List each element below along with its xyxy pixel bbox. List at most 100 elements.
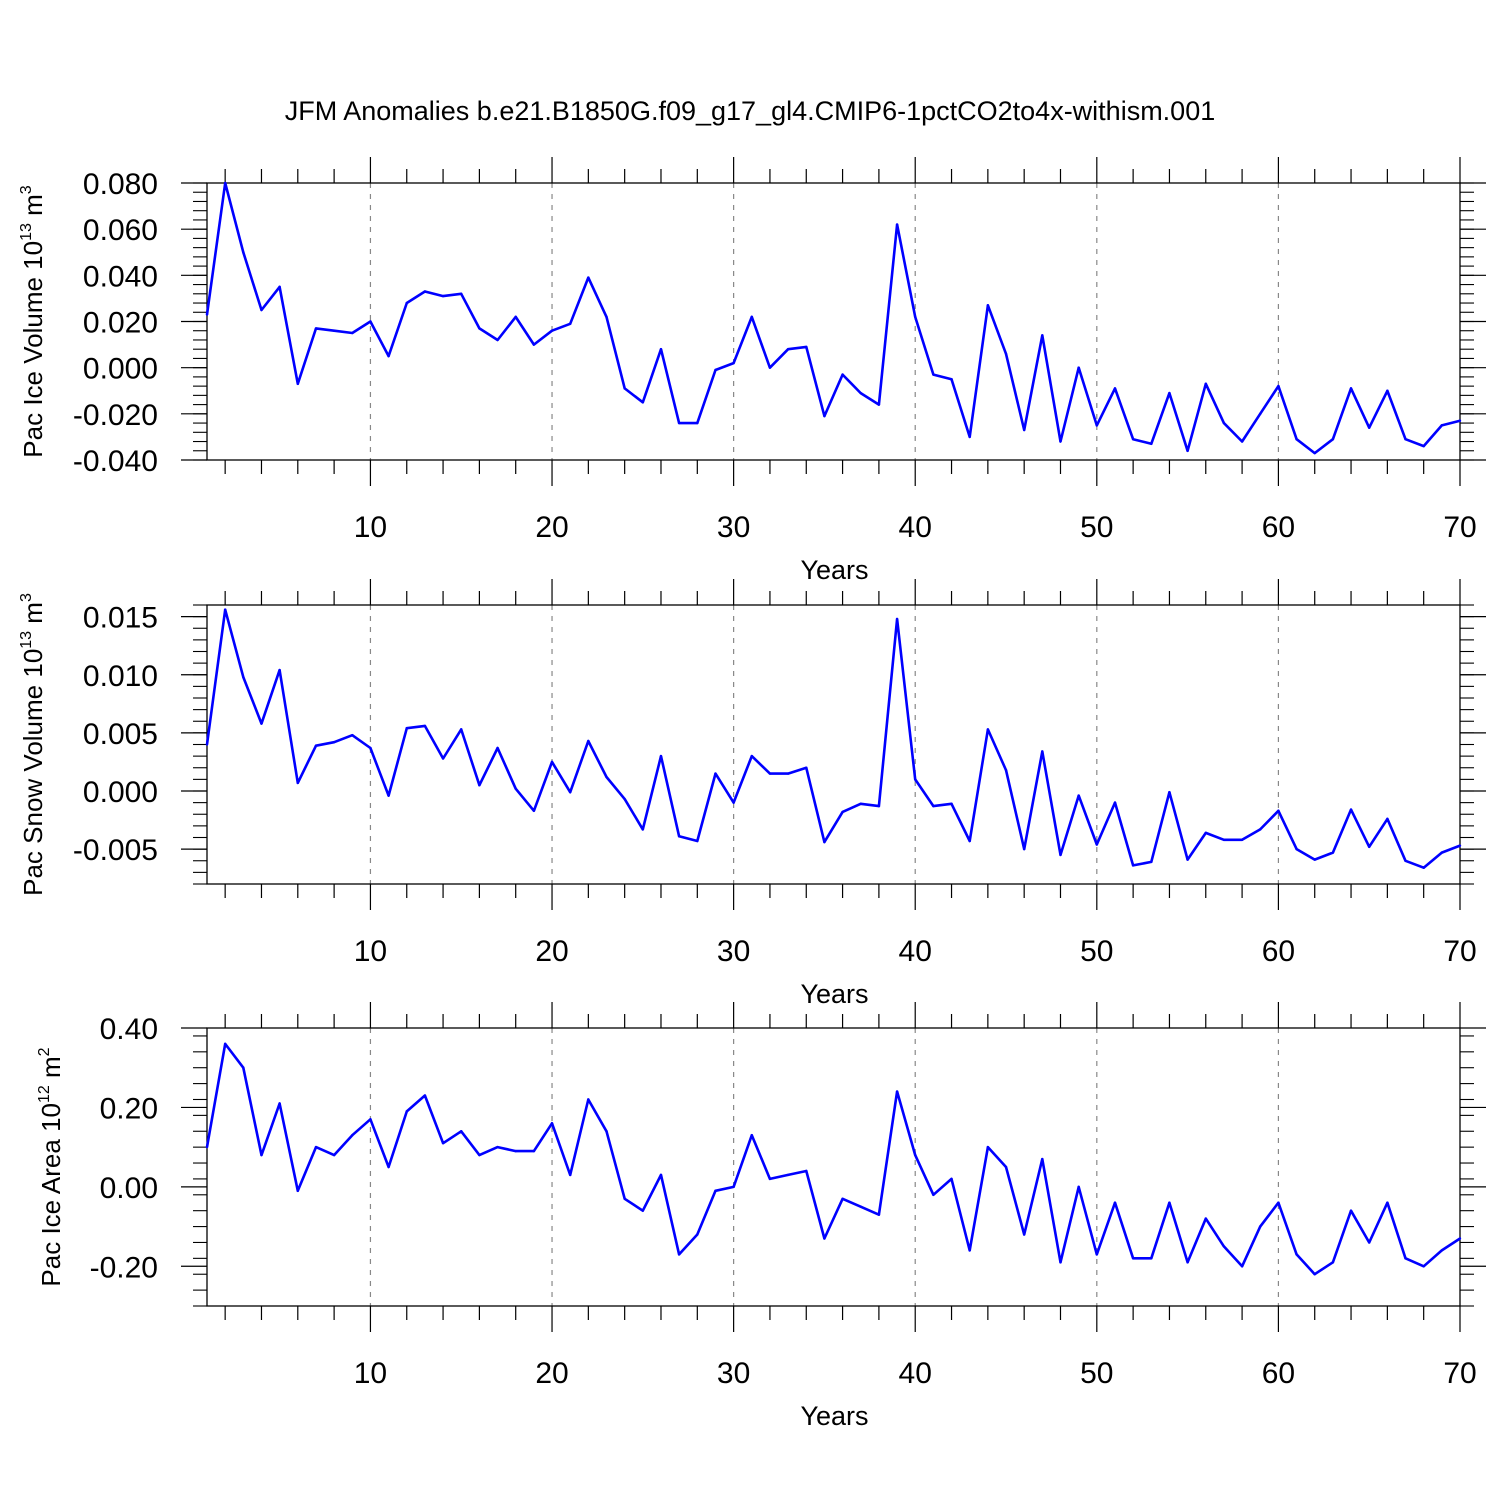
data-point xyxy=(296,1189,299,1193)
data-point xyxy=(496,1145,499,1149)
data-point xyxy=(696,1233,699,1236)
data-point xyxy=(714,772,717,775)
data-point xyxy=(514,315,517,319)
data-point xyxy=(950,378,953,381)
data-point xyxy=(242,251,245,254)
data-point xyxy=(914,315,917,319)
data-point xyxy=(369,320,372,323)
data-point xyxy=(1349,1209,1353,1212)
y-axis-label-unit: m xyxy=(18,194,48,216)
data-point xyxy=(895,223,899,226)
data-point xyxy=(768,366,772,369)
data-point xyxy=(986,728,990,731)
x-tick-label: 30 xyxy=(717,935,750,968)
data-point xyxy=(768,1177,772,1181)
x-tick-label: 20 xyxy=(535,1357,568,1390)
x-tick-label: 40 xyxy=(899,511,932,544)
data-point xyxy=(1186,1261,1189,1264)
data-point xyxy=(1277,384,1280,388)
data-point xyxy=(732,361,735,365)
data-point xyxy=(260,722,263,725)
y-axis-label-unit-exponent: 3 xyxy=(18,185,35,194)
data-point xyxy=(1041,1157,1044,1161)
x-tick-label: 30 xyxy=(717,511,750,544)
x-tick-label: 10 xyxy=(354,935,387,968)
data-point xyxy=(242,675,245,679)
data-point xyxy=(1113,387,1117,390)
y-axis-label-exponent: 13 xyxy=(18,631,35,649)
data-point xyxy=(1440,851,1444,854)
data-point xyxy=(1240,440,1244,443)
x-tick-label: 70 xyxy=(1443,1357,1476,1390)
y-axis-label-spacer xyxy=(36,1078,66,1085)
data-point xyxy=(278,285,281,289)
data-point xyxy=(387,794,390,797)
x-tick-label: 40 xyxy=(899,935,932,968)
x-tick-label: 20 xyxy=(535,935,568,968)
data-point xyxy=(1240,1265,1244,1268)
x-tick-label: 10 xyxy=(354,1357,387,1390)
data-point xyxy=(1349,808,1353,811)
y-axis-label-exponent: 13 xyxy=(18,223,35,241)
data-point xyxy=(568,790,572,794)
data-point xyxy=(1368,845,1371,848)
y-tick-label: 0.015 xyxy=(83,602,158,635)
y-axis-label-spacer xyxy=(18,216,48,223)
data-point xyxy=(1095,1253,1099,1256)
data-point xyxy=(932,804,935,808)
data-point xyxy=(532,809,536,812)
data-point xyxy=(1277,809,1280,812)
data-point xyxy=(1404,1257,1407,1260)
data-point xyxy=(1259,412,1262,416)
data-point xyxy=(205,743,209,746)
data-point xyxy=(1204,382,1207,386)
data-point xyxy=(1004,1165,1008,1169)
chart-title: JFM Anomalies b.e21.B1850G.f09_g17_gl4.C… xyxy=(285,96,1216,126)
data-point xyxy=(351,1134,354,1137)
data-point xyxy=(914,1153,917,1157)
data-point xyxy=(1422,1265,1425,1268)
data-point xyxy=(841,373,844,376)
data-point xyxy=(1368,1241,1371,1244)
data-point xyxy=(514,787,517,790)
y-tick-label: 0.000 xyxy=(83,776,158,809)
y-axis-label-spacer xyxy=(18,624,48,631)
data-point xyxy=(205,1145,209,1149)
y-axis-label-base: Pac Ice Area 10 xyxy=(36,1103,66,1287)
data-point xyxy=(677,421,681,425)
data-point xyxy=(641,1209,645,1212)
data-point xyxy=(423,724,427,728)
y-tick-label: 0.40 xyxy=(100,1013,158,1046)
data-point xyxy=(550,329,554,332)
data-point xyxy=(732,801,735,804)
data-point xyxy=(859,1205,862,1208)
data-point xyxy=(223,181,227,185)
data-point xyxy=(1131,438,1135,441)
data-point xyxy=(314,744,318,747)
data-point xyxy=(332,1153,336,1157)
data-point xyxy=(786,772,790,775)
data-point xyxy=(1204,1217,1207,1220)
data-point xyxy=(605,775,608,779)
data-point xyxy=(714,368,717,372)
data-point xyxy=(1186,858,1189,861)
data-point xyxy=(568,1173,572,1177)
data-point xyxy=(441,1141,445,1145)
data-point xyxy=(1095,424,1099,427)
data-point xyxy=(460,1130,463,1133)
plot-frame xyxy=(206,1027,1461,1307)
data-point xyxy=(1150,1257,1153,1260)
data-point xyxy=(423,1094,427,1097)
data-point xyxy=(677,835,681,838)
data-point xyxy=(405,301,408,305)
data-point xyxy=(1059,853,1062,857)
data-point xyxy=(605,1130,608,1133)
data-point xyxy=(260,1153,263,1157)
data-point xyxy=(1077,794,1080,797)
y-axis-label-unit-exponent: 3 xyxy=(18,593,35,602)
data-point xyxy=(223,608,227,611)
data-point xyxy=(786,348,790,351)
data-point xyxy=(332,740,336,744)
data-point xyxy=(550,760,554,764)
x-tick-label: 40 xyxy=(899,1357,932,1390)
